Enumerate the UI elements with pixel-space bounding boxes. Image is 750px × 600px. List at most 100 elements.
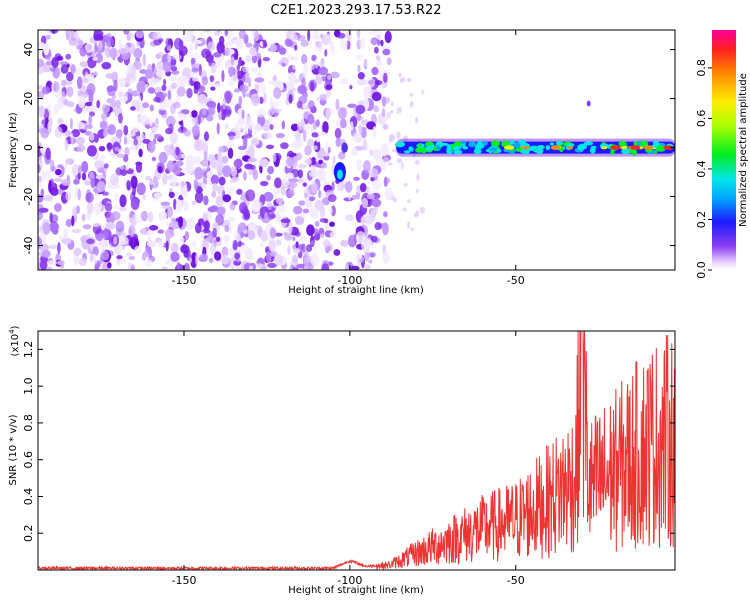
spectrogram-noise-blob: [65, 30, 71, 41]
spectrogram-noise-blob: [206, 115, 214, 122]
spectrogram-noise-blob: [311, 54, 317, 62]
spectrogram-noise-blob: [369, 209, 376, 222]
spectrogram-noise-blob: [42, 222, 51, 235]
snr-panel: -150 -100 -50 0.2 0.4 0.6 0.8 1.0 1.2 Height of …: [8, 325, 676, 596]
spectrogram-noise-blob: [329, 71, 340, 79]
signal-track-peak: [504, 145, 515, 150]
spectrogram-noise-blob: [176, 86, 186, 97]
spectrogram-noise-blob: [128, 30, 132, 40]
spectrogram-noise-blob: [227, 216, 234, 222]
spectrogram-noise-blob: [319, 205, 326, 219]
spectrogram-noise-blob: [302, 129, 307, 142]
spectrogram-noise-blob: [176, 76, 186, 90]
spectrogram-noise-blob: [274, 232, 283, 237]
spectrogram-noise-blob: [238, 30, 246, 40]
spectrogram-noise-blob: [204, 131, 209, 142]
spectrogram-noise-blob: [368, 80, 375, 85]
spectrogram-noise-blob: [130, 106, 136, 111]
spectrogram-noise-blob: [192, 239, 197, 248]
spectrogram-noise-blob: [281, 120, 285, 130]
spectrogram-noise-blob: [308, 196, 316, 202]
spectrogram-noise-blob: [123, 30, 130, 35]
spectrogram-x-tick-label: -150: [171, 274, 196, 287]
spectrogram-noise-blob: [270, 250, 278, 257]
spectrogram-noise-blob: [126, 73, 131, 85]
spectrogram-noise-blob: [276, 81, 280, 88]
spectrogram-noise-blob: [38, 181, 42, 189]
spectrogram-noise-blob: [158, 108, 167, 116]
spectrogram-noise-blob: [215, 195, 224, 207]
spectrogram-noise-blob: [175, 199, 183, 213]
spectrogram-noise-blob: [194, 43, 198, 50]
spectrogram-noise-blob: [99, 120, 108, 130]
signal-track-peak: [610, 145, 621, 150]
spectrogram-noise-blob: [254, 30, 260, 42]
spectrogram-noise-blob: [310, 157, 317, 166]
spectrogram-noise-blob: [119, 207, 127, 212]
spectrogram-noise-blob: [292, 267, 299, 270]
spectrogram-noise-blob: [329, 221, 335, 227]
spectrogram-noise-blob: [85, 101, 93, 107]
spectrogram-noise-blob: [228, 130, 234, 141]
spectrogram-noise-blob: [210, 86, 216, 91]
spectrogram-noise-blob: [171, 82, 177, 90]
spectrogram-noise-blob: [175, 146, 180, 156]
spectrogram-noise-blob: [330, 205, 336, 217]
spectrogram-noise-blob: [86, 202, 94, 214]
spectrogram-noise-blob: [239, 202, 248, 214]
spectrogram-noise-blob: [338, 107, 347, 120]
spectrogram-noise-blob: [50, 30, 59, 34]
spectrogram-noise-blob: [167, 51, 172, 63]
spectrogram-noise-blob: [371, 91, 382, 102]
spectrogram-noise-blob: [392, 149, 397, 153]
signal-track-spot: [425, 146, 432, 151]
spectrogram-noise-blob: [306, 224, 315, 236]
spectrogram-noise-blob: [383, 211, 388, 218]
spectrogram-noise-blob: [248, 144, 255, 158]
spectrogram-noise-blob: [241, 66, 250, 73]
spectrogram-noise-blob: [54, 177, 63, 182]
spectrogram-noise-blob: [351, 194, 357, 200]
spectrogram-noise-blob: [101, 104, 111, 114]
spectrogram-noise-blob: [280, 142, 289, 150]
snr-x-tick-label: -100: [337, 574, 362, 587]
spectrogram-noise-blob: [320, 192, 325, 200]
spectrogram-noise-blob: [188, 257, 193, 263]
spectrogram-noise-blob: [407, 77, 412, 83]
spectrogram-noise-blob: [104, 47, 112, 58]
spectrogram-noise-blob: [161, 173, 168, 185]
spectrogram-noise-blob: [153, 77, 161, 85]
signal-track-hot-spot: [621, 146, 628, 150]
spectrogram-noise-blob: [175, 94, 181, 104]
spectrogram-noise-blob: [221, 70, 225, 83]
spectrogram-noise-blob: [84, 43, 94, 53]
spectrogram-noise-blob: [320, 233, 325, 238]
spectrogram-noise-blob: [346, 30, 352, 42]
spectrogram-noise-blob: [306, 244, 313, 253]
spectrogram-noise-blob: [113, 79, 118, 92]
spectrogram-noise-blob: [38, 67, 45, 75]
spectrogram-noise-blob: [118, 40, 122, 51]
spectrogram-noise-blob: [92, 71, 98, 76]
signal-track-spot: [395, 141, 405, 148]
signal-track-spot: [515, 147, 522, 152]
spectrogram-noise-blob: [263, 92, 267, 104]
spectrogram-noise-blob: [319, 177, 327, 183]
spectrogram-noise-blob: [41, 170, 45, 183]
spectrogram-noise-blob: [329, 40, 334, 52]
spectrogram-noise-blob: [275, 197, 284, 204]
spectrogram-noise-blob: [248, 265, 254, 270]
spectrogram-ticks: -150 -100 -50 40 20 0 -20 -40: [22, 30, 675, 287]
spectrogram-noise-blob: [114, 146, 120, 152]
spectrogram-noise-blob: [415, 188, 419, 193]
spectrogram-noise-blob: [66, 101, 75, 108]
spectrogram-noise-blob: [133, 138, 138, 146]
spectrogram-noise-blob: [247, 230, 256, 241]
spectrogram-noise-blob: [107, 124, 116, 136]
spectrogram-noise-blob: [128, 262, 132, 270]
snr-frame: [37, 330, 676, 571]
spectrogram-noise-blob: [106, 142, 113, 150]
colorbar-ticks: 0.0 0.2 0.4 0.6 0.8: [695, 59, 712, 279]
signal-track-spot: [536, 145, 545, 150]
spectrogram-noise-blob: [339, 78, 349, 85]
